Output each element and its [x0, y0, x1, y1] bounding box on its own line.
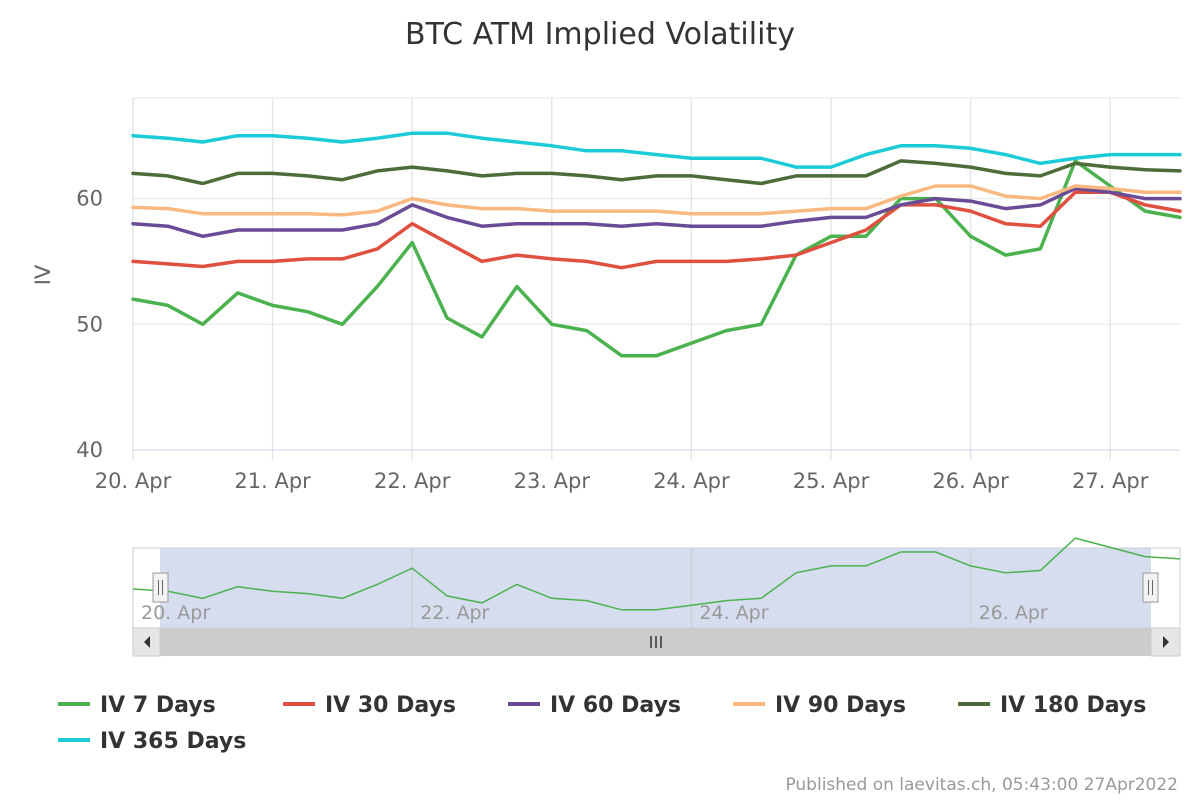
legend-item-iv-90-days[interactable]: IV 90 Days	[733, 693, 906, 718]
navigator-selected-range[interactable]	[160, 548, 1151, 628]
arrow-left-icon	[144, 636, 150, 648]
navigator-left-handle[interactable]	[152, 572, 169, 603]
legend-item-iv-180-days[interactable]: IV 180 Days	[958, 693, 1146, 718]
x-tick-label: 22. Apr	[374, 469, 451, 493]
y-tick-label: 50	[76, 312, 103, 336]
navigator-series-line	[132, 537, 1181, 611]
navigator[interactable]: 20. Apr 22. Apr 24. Apr 26. Apr	[132, 537, 1181, 657]
navigator-ticks: 20. Apr 22. Apr 24. Apr 26. Apr	[141, 602, 1048, 624]
grid-lines	[132, 97, 1180, 460]
x-tick-label: 25. Apr	[793, 469, 870, 493]
navigator-tick-label: 20. Apr	[141, 602, 210, 624]
x-tick-label: 26. Apr	[932, 469, 1009, 493]
x-tick-label: 21. Apr	[234, 469, 311, 493]
legend-label: IV 7 Days	[100, 693, 216, 718]
series-lines	[131, 131, 1182, 358]
navigator-right-handle[interactable]	[1142, 572, 1159, 603]
series-line-iv-7-days[interactable]	[131, 159, 1182, 358]
y-tick-label: 60	[76, 187, 103, 211]
series-line-iv-90-days[interactable]	[131, 184, 1182, 217]
navigator-tick-label: 26. Apr	[979, 602, 1048, 624]
series-line-iv-365-days[interactable]	[131, 131, 1182, 169]
legend-label: IV 365 Days	[100, 729, 246, 754]
x-tick-label: 27. Apr	[1072, 469, 1149, 493]
x-tick-label: 20. Apr	[95, 469, 172, 493]
legend-label: IV 30 Days	[325, 693, 456, 718]
legend-item-iv-30-days[interactable]: IV 30 Days	[283, 693, 456, 718]
legend-item-iv-60-days[interactable]: IV 60 Days	[508, 693, 681, 718]
scroll-left-button[interactable]	[132, 627, 161, 657]
navigator-tick-label: 24. Apr	[699, 602, 768, 624]
y-tick-label: 40	[76, 438, 103, 462]
y-axis: 40 50 60	[76, 187, 103, 462]
legend-label: IV 90 Days	[775, 693, 906, 718]
series-line-iv-180-days[interactable]	[131, 159, 1182, 186]
legend-label: IV 60 Days	[550, 693, 681, 718]
navigator-tick-label: 22. Apr	[420, 602, 489, 624]
grip-icon	[650, 636, 662, 648]
arrow-right-icon	[1163, 636, 1169, 648]
legend-item-iv-365-days[interactable]: IV 365 Days	[58, 729, 246, 754]
legend-label: IV 180 Days	[1000, 693, 1146, 718]
scroll-right-button[interactable]	[1150, 627, 1181, 657]
navigator-grid	[132, 548, 972, 628]
x-tick-label: 24. Apr	[653, 469, 730, 493]
legend-item-iv-7-days[interactable]: IV 7 Days	[58, 693, 216, 718]
credit-text[interactable]: Published on laevitas.ch, 05:43:00 27Apr…	[785, 775, 1178, 795]
series-line-iv-30-days[interactable]	[131, 190, 1182, 270]
series-line-iv-60-days[interactable]	[131, 186, 1182, 239]
y-axis-label: IV	[31, 264, 55, 285]
legend: IV 7 Days IV 30 Days IV 60 Days IV 90 Days I…	[58, 693, 1146, 754]
x-axis: 20. Apr 21. Apr 22. Apr 23. Apr 24. Apr 25. A…	[95, 469, 1149, 493]
x-tick-label: 23. Apr	[514, 469, 591, 493]
chart-title: BTC ATM Implied Volatility	[405, 17, 795, 52]
